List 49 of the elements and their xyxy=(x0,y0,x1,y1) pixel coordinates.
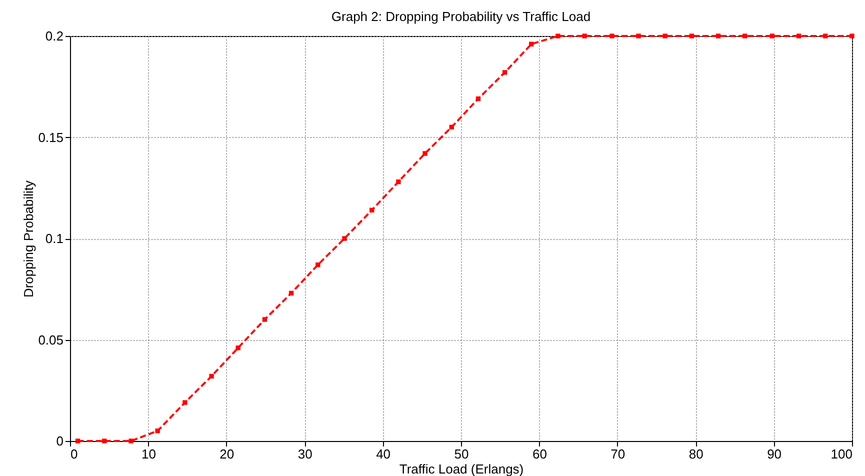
point xyxy=(476,96,481,102)
y-tick-label: 0.05 xyxy=(38,332,64,348)
x-tick-label: 40 xyxy=(376,446,391,462)
point xyxy=(128,438,134,444)
point xyxy=(716,34,721,38)
point xyxy=(316,262,320,268)
point xyxy=(770,34,775,38)
point xyxy=(582,34,587,38)
point xyxy=(155,428,160,434)
point xyxy=(342,236,347,241)
point xyxy=(850,34,854,38)
point xyxy=(742,34,748,38)
x-tick-label: 60 xyxy=(532,446,547,462)
y-tick-label: 0 xyxy=(56,434,64,448)
x-tick-label: 50 xyxy=(454,446,469,462)
x-tick-label: 100 xyxy=(830,446,852,462)
x-axis-title: Traffic Load (Erlangs) xyxy=(399,462,524,476)
x-tick-label: 90 xyxy=(767,446,782,462)
point xyxy=(236,346,240,350)
x-tick-label: 30 xyxy=(298,446,312,462)
point xyxy=(689,34,694,38)
point xyxy=(209,374,214,379)
point xyxy=(422,151,428,156)
y-tick-label: 0.2 xyxy=(45,28,64,44)
point xyxy=(610,34,614,38)
y-tick-label: 0.15 xyxy=(38,130,64,145)
point xyxy=(502,70,508,75)
point xyxy=(370,208,374,212)
point xyxy=(529,42,534,46)
point xyxy=(449,124,454,130)
point xyxy=(662,34,668,38)
point xyxy=(262,317,268,322)
point xyxy=(396,179,401,184)
point xyxy=(75,438,80,444)
x-tick-label: 80 xyxy=(688,446,704,462)
x-tick-label: 70 xyxy=(610,446,626,462)
x-tick-label: 20 xyxy=(220,446,234,462)
point xyxy=(288,290,294,296)
y-axis-title: Dropping Probability xyxy=(21,180,36,298)
x-tick-label: 0 xyxy=(70,446,78,462)
point xyxy=(796,34,802,38)
x-tick-label: 10 xyxy=(141,446,156,462)
chart-title: Graph 2: Dropping Probability vs Traffic Load xyxy=(331,9,591,24)
point xyxy=(823,34,828,38)
point xyxy=(556,34,560,38)
y-tick-label: 0.1 xyxy=(45,231,64,246)
point xyxy=(102,438,107,444)
point xyxy=(636,34,641,38)
point xyxy=(182,400,188,405)
